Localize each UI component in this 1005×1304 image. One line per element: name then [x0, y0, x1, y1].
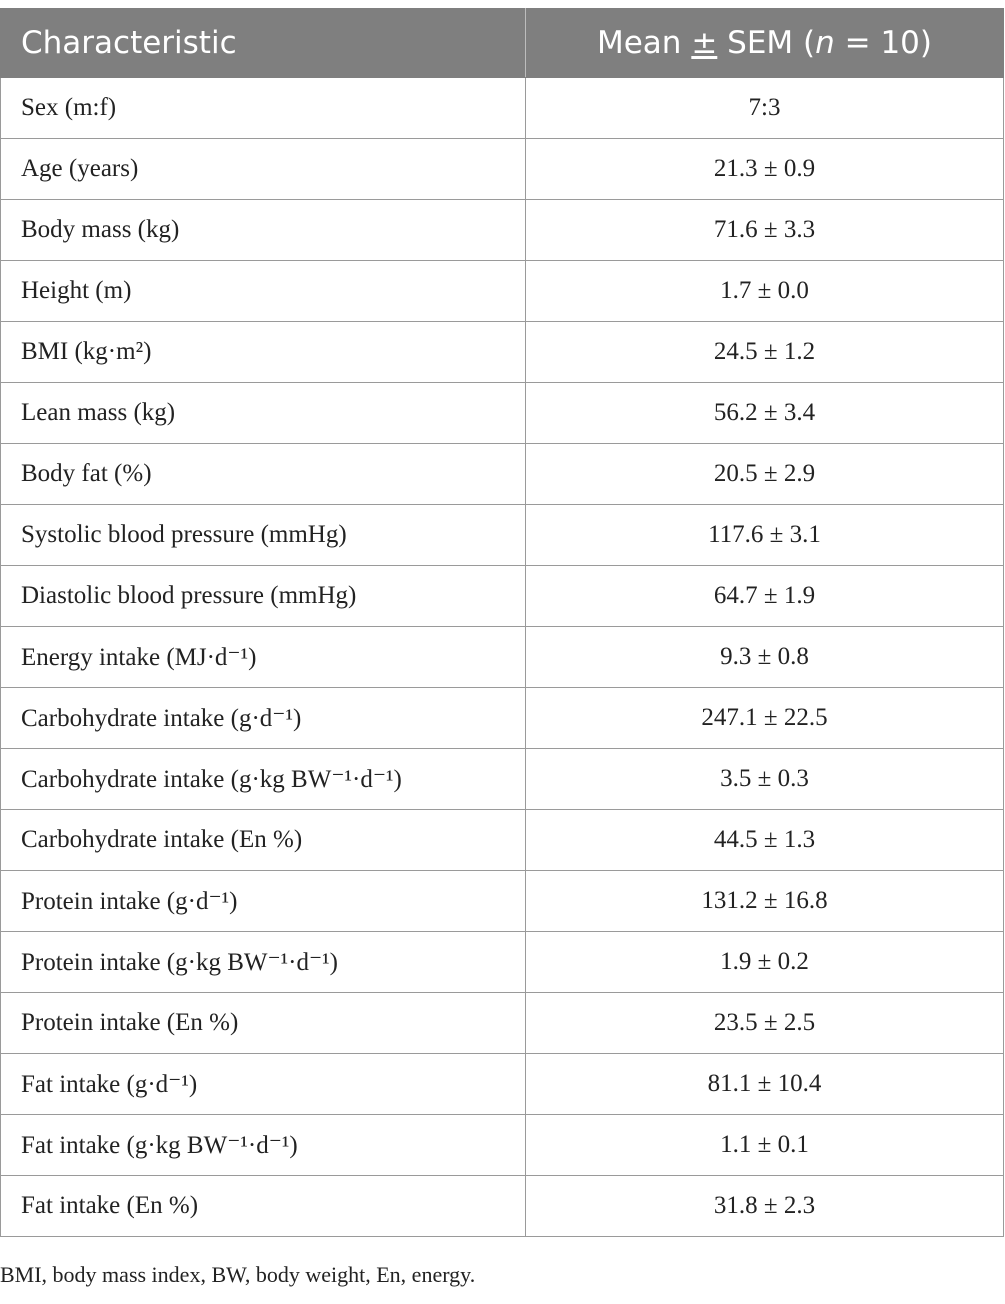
table-body: Sex (m:f) 7:3 Age (years) 21.3 ± 0.9 Body …	[0, 77, 1004, 1237]
header-n-value: = 10)	[834, 25, 933, 61]
row-label: Protein intake (En %)	[0, 992, 526, 1054]
row-value: 247.1 ± 22.5	[525, 687, 1004, 749]
row-value: 71.6 ± 3.3	[525, 199, 1004, 261]
table-row: Protein intake (En %) 23.5 ± 2.5	[0, 992, 1004, 1054]
table-row: Carbohydrate intake (g·kg BW⁻¹·d⁻¹) 3.5 ±…	[0, 748, 1004, 810]
row-value: 64.7 ± 1.9	[525, 565, 1004, 627]
header-characteristic: Characteristic	[0, 8, 526, 78]
header-plus-minus: ±	[691, 25, 718, 61]
table-row: Carbohydrate intake (g·d⁻¹) 247.1 ± 22.5	[0, 687, 1004, 749]
row-value: 1.7 ± 0.0	[525, 260, 1004, 322]
table-row: Body fat (%) 20.5 ± 2.9	[0, 443, 1004, 505]
row-value: 81.1 ± 10.4	[525, 1053, 1004, 1115]
row-label: Protein intake (g·kg BW⁻¹·d⁻¹)	[0, 931, 526, 993]
row-label: Height (m)	[0, 260, 526, 322]
row-value: 1.1 ± 0.1	[525, 1114, 1004, 1176]
row-value: 56.2 ± 3.4	[525, 382, 1004, 444]
table-row: Fat intake (g·kg BW⁻¹·d⁻¹) 1.1 ± 0.1	[0, 1114, 1004, 1176]
table-row: Sex (m:f) 7:3	[0, 77, 1004, 139]
table-row: Carbohydrate intake (En %) 44.5 ± 1.3	[0, 809, 1004, 871]
row-value: 20.5 ± 2.9	[525, 443, 1004, 505]
row-value: 31.8 ± 2.3	[525, 1175, 1004, 1237]
table-row: Protein intake (g·kg BW⁻¹·d⁻¹) 1.9 ± 0.2	[0, 931, 1004, 993]
row-label: Energy intake (MJ·d⁻¹)	[0, 626, 526, 688]
row-label: Protein intake (g·d⁻¹)	[0, 870, 526, 932]
row-value: 24.5 ± 1.2	[525, 321, 1004, 383]
header-sem-label: SEM (	[717, 25, 816, 61]
table-row: Lean mass (kg) 56.2 ± 3.4	[0, 382, 1004, 444]
table-footnote: BMI, body mass index, BW, body weight, E…	[0, 1262, 476, 1287]
row-label: Diastolic blood pressure (mmHg)	[0, 565, 526, 627]
table-row: Fat intake (g·d⁻¹) 81.1 ± 10.4	[0, 1053, 1004, 1115]
table-row: Protein intake (g·d⁻¹) 131.2 ± 16.8	[0, 870, 1004, 932]
row-value: 9.3 ± 0.8	[525, 626, 1004, 688]
table-row: Energy intake (MJ·d⁻¹) 9.3 ± 0.8	[0, 626, 1004, 688]
row-label: Sex (m:f)	[0, 77, 526, 139]
row-label: Carbohydrate intake (g·d⁻¹)	[0, 687, 526, 749]
header-mean-sem: Mean ± SEM (n = 10)	[525, 8, 1004, 78]
row-label: Age (years)	[0, 138, 526, 200]
row-value: 7:3	[525, 77, 1004, 139]
header-mean-label: Mean	[596, 25, 692, 61]
row-label: Fat intake (g·d⁻¹)	[0, 1053, 526, 1115]
table-row: Body mass (kg) 71.6 ± 3.3	[0, 199, 1004, 261]
row-value: 23.5 ± 2.5	[525, 992, 1004, 1054]
table-row: Height (m) 1.7 ± 0.0	[0, 260, 1004, 322]
table-row: Fat intake (En %) 31.8 ± 2.3	[0, 1175, 1004, 1237]
characteristics-table-wrapper: Characteristic Mean ± SEM (n = 10) Sex (…	[0, 8, 1004, 1237]
table-row: BMI (kg·m²) 24.5 ± 1.2	[0, 321, 1004, 383]
header-row: Characteristic Mean ± SEM (n = 10)	[0, 8, 1004, 78]
header-n-label: n	[815, 25, 835, 61]
row-value: 21.3 ± 0.9	[525, 138, 1004, 200]
row-label: BMI (kg·m²)	[0, 321, 526, 383]
row-value: 44.5 ± 1.3	[525, 809, 1004, 871]
row-label: Body fat (%)	[0, 443, 526, 505]
characteristics-table: Characteristic Mean ± SEM (n = 10) Sex (…	[0, 8, 1004, 1237]
table-row: Systolic blood pressure (mmHg) 117.6 ± 3.…	[0, 504, 1004, 566]
row-label: Fat intake (En %)	[0, 1175, 526, 1237]
row-label: Carbohydrate intake (g·kg BW⁻¹·d⁻¹)	[0, 748, 526, 810]
table-header: Characteristic Mean ± SEM (n = 10)	[0, 8, 1004, 78]
row-value: 131.2 ± 16.8	[525, 870, 1004, 932]
table-row: Diastolic blood pressure (mmHg) 64.7 ± 1.…	[0, 565, 1004, 627]
table-row: Age (years) 21.3 ± 0.9	[0, 138, 1004, 200]
row-label: Carbohydrate intake (En %)	[0, 809, 526, 871]
row-label: Systolic blood pressure (mmHg)	[0, 504, 526, 566]
row-value: 1.9 ± 0.2	[525, 931, 1004, 993]
row-label: Fat intake (g·kg BW⁻¹·d⁻¹)	[0, 1114, 526, 1176]
row-label: Body mass (kg)	[0, 199, 526, 261]
row-label: Lean mass (kg)	[0, 382, 526, 444]
row-value: 3.5 ± 0.3	[525, 748, 1004, 810]
row-value: 117.6 ± 3.1	[525, 504, 1004, 566]
